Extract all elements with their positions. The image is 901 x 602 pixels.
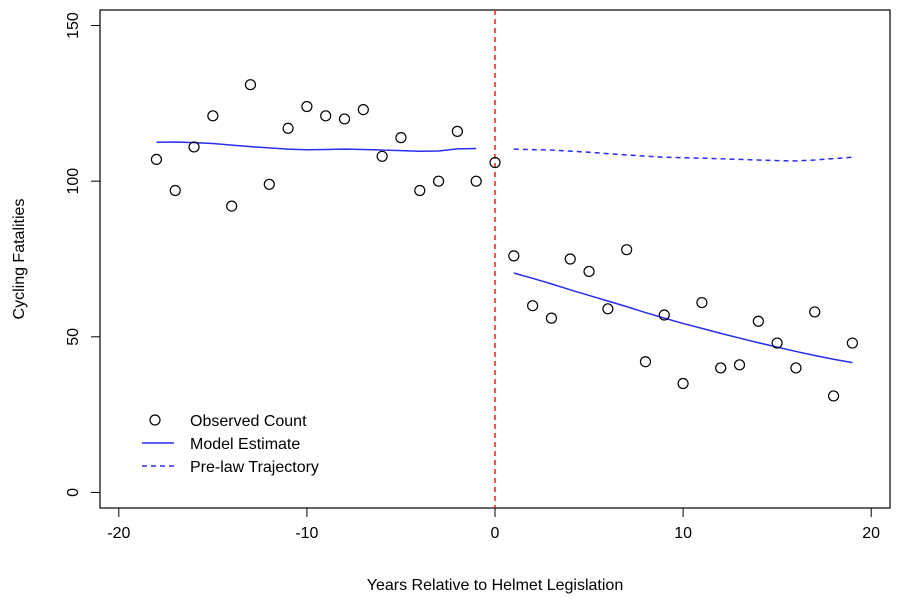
x-tick-label: 10 <box>674 525 692 542</box>
x-tick-label: 0 <box>491 525 500 542</box>
data-point <box>564 253 576 265</box>
legend-point-marker <box>149 414 161 426</box>
data-point <box>357 103 369 116</box>
data-point <box>301 100 313 113</box>
data-point <box>846 337 858 349</box>
model-estimate-line-pre <box>156 141 477 153</box>
data-point <box>432 175 445 187</box>
data-point <box>414 184 426 197</box>
data-point <box>809 306 821 318</box>
data-point <box>244 79 257 91</box>
data-point <box>677 377 689 390</box>
data-point <box>752 315 764 327</box>
data-point <box>338 113 351 125</box>
legend-label-model: Model Estimate <box>190 436 300 453</box>
data-point <box>827 390 840 402</box>
y-tick-label: 100 <box>65 168 82 195</box>
data-point <box>451 125 463 137</box>
y-tick-label: 50 <box>65 328 82 346</box>
legend: Observed Count Model Estimate Pre-law Tr… <box>142 413 319 476</box>
y-tick-label: 150 <box>65 12 82 39</box>
data-point <box>376 150 388 162</box>
data-point <box>263 178 275 190</box>
data-point <box>715 362 727 374</box>
x-tick-label: 20 <box>862 525 880 542</box>
data-point <box>188 141 200 153</box>
data-point <box>169 184 181 197</box>
pre-law-trajectory-line <box>513 148 853 162</box>
data-point <box>771 337 783 349</box>
data-point <box>790 362 802 374</box>
data-point <box>602 303 614 315</box>
legend-label-prelaw: Pre-law Trajectory <box>190 459 319 476</box>
data-point <box>226 200 238 212</box>
data-point <box>658 309 670 321</box>
data-point <box>733 359 746 371</box>
x-tick-label: -10 <box>295 525 318 542</box>
axis-ticks: -20 -10 0 10 20 0 50 100 150 <box>65 12 880 542</box>
data-point <box>282 122 294 134</box>
observed-points-layer <box>150 79 858 402</box>
data-point <box>508 250 520 262</box>
data-point <box>320 110 332 122</box>
model-estimate-line-post <box>513 272 853 364</box>
data-point <box>621 244 633 256</box>
series-lines-layer <box>156 141 853 364</box>
data-point <box>150 153 163 165</box>
x-axis-title: Years Relative to Helmet Legislation <box>367 577 623 594</box>
data-point <box>489 156 501 169</box>
y-axis-title: Cycling Fatalities <box>11 199 28 320</box>
data-point <box>639 356 652 368</box>
data-point <box>527 300 539 312</box>
data-point <box>207 110 219 122</box>
data-point <box>583 265 595 278</box>
x-tick-label: -20 <box>107 525 130 542</box>
legend-label-observed: Observed Count <box>190 413 307 430</box>
data-point <box>395 132 407 144</box>
y-tick-label: 0 <box>65 488 82 497</box>
data-point <box>696 296 708 309</box>
data-point <box>545 312 558 324</box>
data-point <box>470 175 482 187</box>
